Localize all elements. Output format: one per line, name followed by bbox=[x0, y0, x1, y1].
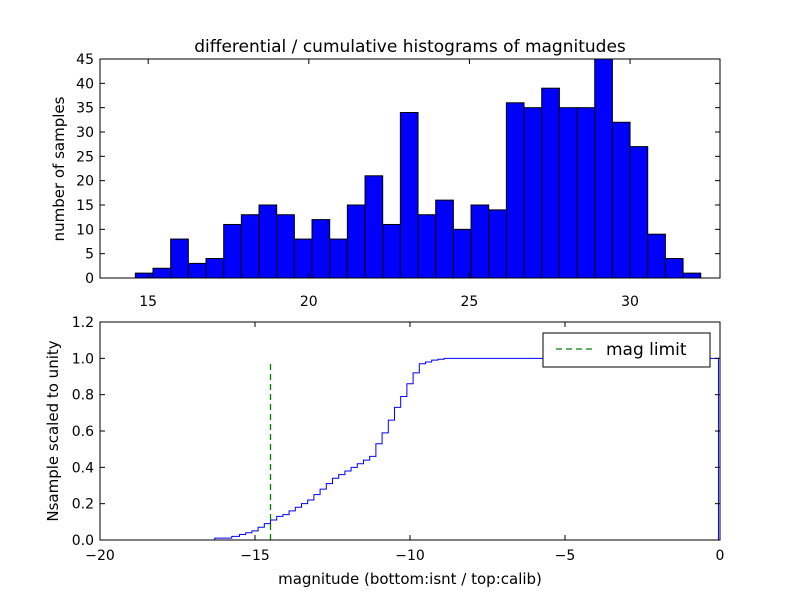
histogram-bar bbox=[541, 87, 560, 279]
histogram-bar bbox=[435, 199, 454, 279]
histogram-bar bbox=[276, 214, 295, 279]
histogram-bar bbox=[364, 175, 384, 279]
histogram-bar bbox=[576, 107, 596, 279]
histogram-y-tick-label: 30 bbox=[76, 125, 94, 141]
histogram-x-tick-label: 15 bbox=[139, 294, 157, 310]
histogram-bar bbox=[417, 214, 437, 279]
histogram-bar bbox=[470, 204, 490, 279]
histogram-bar bbox=[346, 204, 366, 279]
histogram-y-tick-label: 20 bbox=[76, 174, 94, 190]
cumulative-y-tick-label: 1.2 bbox=[72, 315, 94, 331]
histogram-frame bbox=[99, 58, 721, 279]
histogram-y-tick-label: 15 bbox=[76, 198, 94, 214]
histogram-bar bbox=[187, 262, 207, 279]
histogram-bar bbox=[523, 107, 543, 279]
histogram-x-tick-label: 20 bbox=[300, 294, 318, 310]
cumulative-series-line bbox=[100, 357, 720, 541]
histogram-bar bbox=[647, 233, 666, 279]
histogram-bar bbox=[488, 209, 507, 279]
histogram-bar bbox=[329, 238, 348, 279]
histogram-bar bbox=[682, 272, 702, 279]
histogram-bar bbox=[170, 238, 189, 279]
histogram-title: differential / cumulative histograms of … bbox=[194, 37, 626, 57]
histogram-bar bbox=[382, 223, 401, 279]
cumulative-y-tick-label: 0.0 bbox=[72, 533, 94, 549]
histogram-bar bbox=[293, 238, 313, 279]
histogram-x-tick-label: 30 bbox=[621, 294, 639, 310]
histogram-bar bbox=[558, 107, 578, 279]
cumulative-x-tick-label: −20 bbox=[85, 548, 115, 564]
cumulative-x-axis-label: magnitude (bottom:isnt / top:calib) bbox=[278, 570, 542, 588]
histogram-bar bbox=[505, 102, 525, 279]
histogram-bar bbox=[134, 272, 154, 279]
cumulative-x-tick-label: −15 bbox=[240, 548, 270, 564]
histogram-bar bbox=[594, 58, 613, 279]
legend-entry-mag-limit: mag limit bbox=[606, 340, 687, 360]
histogram-bar bbox=[399, 112, 419, 279]
legend: mag limit bbox=[542, 332, 711, 368]
cumulative-frame bbox=[99, 321, 721, 541]
histogram-y-tick-label: 5 bbox=[85, 247, 94, 263]
histogram-bar bbox=[452, 228, 472, 279]
histogram-y-tick-label: 45 bbox=[76, 52, 94, 68]
cumulative-x-tick-label: −10 bbox=[395, 548, 425, 564]
histogram-bar bbox=[311, 219, 331, 279]
cumulative-y-tick-label: 0.8 bbox=[72, 388, 94, 404]
histogram-x-tick-label: 25 bbox=[461, 294, 479, 310]
histogram-y-tick-label: 35 bbox=[76, 101, 94, 117]
cumulative-panel: Nsample scaled to unity magnitude (botto… bbox=[44, 315, 724, 588]
legend-box bbox=[542, 332, 711, 368]
cumulative-x-tick-label: 0 bbox=[716, 548, 725, 564]
histogram-bar bbox=[664, 258, 684, 279]
cumulative-y-tick-label: 1.0 bbox=[72, 351, 94, 367]
histogram-y-tick-label: 40 bbox=[76, 76, 94, 92]
cumulative-y-tick-label: 0.2 bbox=[72, 497, 94, 513]
histogram-bar bbox=[152, 267, 172, 279]
histogram-y-tick-label: 10 bbox=[76, 222, 94, 238]
cumulative-x-tick-label: −5 bbox=[555, 548, 576, 564]
histogram-y-tick-label: 25 bbox=[76, 149, 94, 165]
cumulative-lines bbox=[100, 357, 720, 541]
cumulative-y-tick-label: 0.4 bbox=[72, 460, 94, 476]
histogram-bar bbox=[205, 258, 225, 279]
histogram-bar bbox=[611, 121, 631, 279]
histogram-y-axis-label: number of samples bbox=[50, 96, 68, 241]
histogram-bar bbox=[258, 204, 278, 279]
cumulative-ticks: −20 −15 −10 −5 0 0.0 0.2 0.4 0.6 0.8 1.0 1.2 bbox=[72, 315, 725, 564]
histogram-ticks: 15 20 25 30 0 5 10 15 20 25 30 35 40 45 bbox=[76, 52, 720, 310]
histogram-bar bbox=[629, 146, 649, 279]
histogram-bar bbox=[240, 214, 260, 279]
histogram-bars bbox=[134, 58, 702, 279]
histogram-panel: differential / cumulative histograms of … bbox=[50, 37, 721, 310]
histogram-bar bbox=[223, 223, 242, 279]
cumulative-y-axis-label: Nsample scaled to unity bbox=[44, 340, 62, 521]
histogram-y-tick-label: 0 bbox=[85, 271, 94, 287]
cumulative-y-tick-label: 0.6 bbox=[72, 424, 94, 440]
